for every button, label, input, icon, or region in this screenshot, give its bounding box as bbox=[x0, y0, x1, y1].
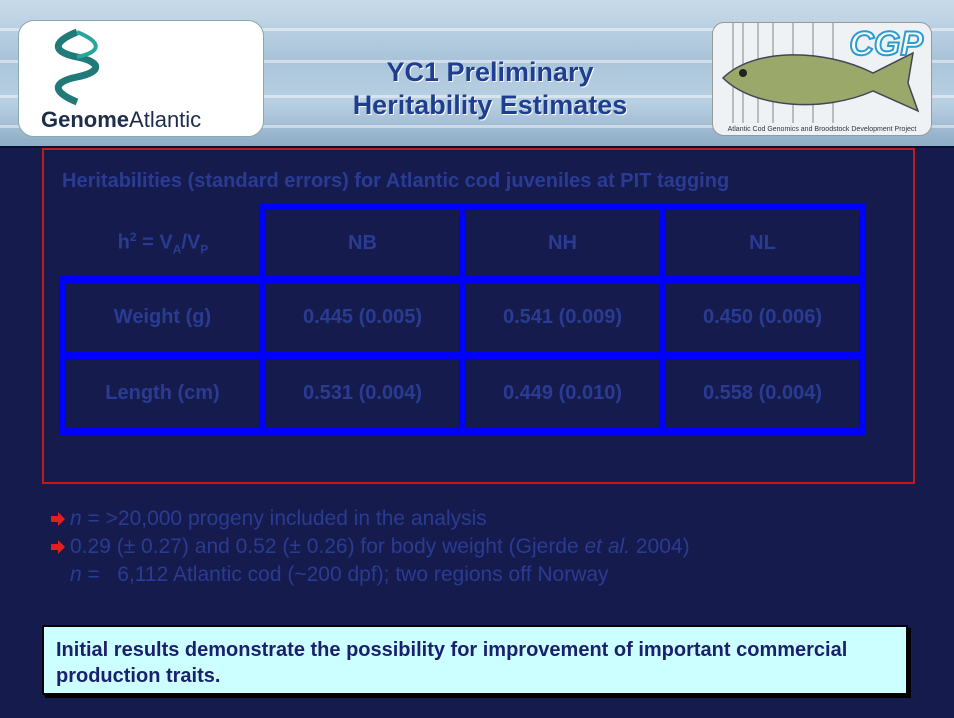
table-cell: 0.541 (0.009) bbox=[459, 276, 666, 359]
formula: h2 = VA/VP bbox=[118, 230, 209, 257]
bullet: n = >20,000 progeny included in the anal… bbox=[50, 505, 690, 533]
table-cell: 0.445 (0.005) bbox=[259, 276, 466, 359]
bullet-part: 2004) bbox=[630, 535, 690, 558]
bullet: n = 6,112 Atlantic cod (~200 dpf); two r… bbox=[50, 561, 690, 589]
table-cell: 0.450 (0.006) bbox=[659, 276, 866, 359]
formula-part: = V bbox=[137, 231, 173, 253]
bullet: 0.29 (± 0.27) and 0.52 (± 0.26) for body… bbox=[50, 533, 690, 561]
column-header: NH bbox=[459, 203, 666, 283]
bullet-icon bbox=[50, 511, 66, 527]
title: YC1 Preliminary Heritability Estimates bbox=[300, 56, 680, 122]
formula-part: 2 bbox=[130, 230, 137, 244]
bullet-part: = >20,000 progeny included in the analys… bbox=[82, 507, 487, 530]
bullet-part: = 6,112 Atlantic cod (~200 dpf); two reg… bbox=[82, 563, 609, 586]
header: GenomeAtlantic YC1 Preliminary Heritabil… bbox=[0, 0, 954, 148]
column-header: NB bbox=[259, 203, 466, 283]
bullet-part: et al. bbox=[585, 535, 631, 558]
logo-name: CGP bbox=[849, 25, 923, 64]
logo-left: GenomeAtlantic bbox=[18, 20, 264, 137]
logo-bold: Genome bbox=[41, 107, 129, 132]
column-header: NL bbox=[659, 203, 866, 283]
bullet-part: 0.29 (± 0.27) and 0.52 (± 0.26) for body… bbox=[70, 535, 585, 558]
bullets: n = >20,000 progeny included in the anal… bbox=[50, 505, 690, 589]
formula-part: /V bbox=[181, 231, 200, 253]
bullet-icon bbox=[50, 539, 66, 555]
logo-right: CGP Atlantic Cod Genomics and Broodstock… bbox=[712, 22, 932, 136]
title-line: YC1 Preliminary bbox=[300, 56, 680, 89]
bullet-part: n bbox=[70, 563, 82, 586]
table-title: Heritabilities (standard errors) for Atl… bbox=[62, 170, 729, 193]
row-header: Weight (g) bbox=[59, 276, 266, 359]
slide: GenomeAtlantic YC1 Preliminary Heritabil… bbox=[0, 0, 954, 718]
conclusion: Initial results demonstrate the possibil… bbox=[42, 625, 908, 695]
row-header: Length (cm) bbox=[59, 352, 266, 435]
formula-cell: h2 = VA/VP bbox=[63, 207, 263, 279]
bullet-part: n bbox=[70, 507, 82, 530]
title-line: Heritability Estimates bbox=[300, 89, 680, 122]
dna-icon bbox=[47, 27, 107, 107]
logo-caption: Atlantic Cod Genomics and Broodstock Dev… bbox=[713, 126, 931, 133]
formula-part: h bbox=[118, 231, 130, 253]
table-cell: 0.531 (0.004) bbox=[259, 352, 466, 435]
formula-part: P bbox=[200, 242, 208, 256]
table-cell: 0.449 (0.010) bbox=[459, 352, 666, 435]
logo-regular: Atlantic bbox=[129, 107, 201, 132]
table-cell: 0.558 (0.004) bbox=[659, 352, 866, 435]
